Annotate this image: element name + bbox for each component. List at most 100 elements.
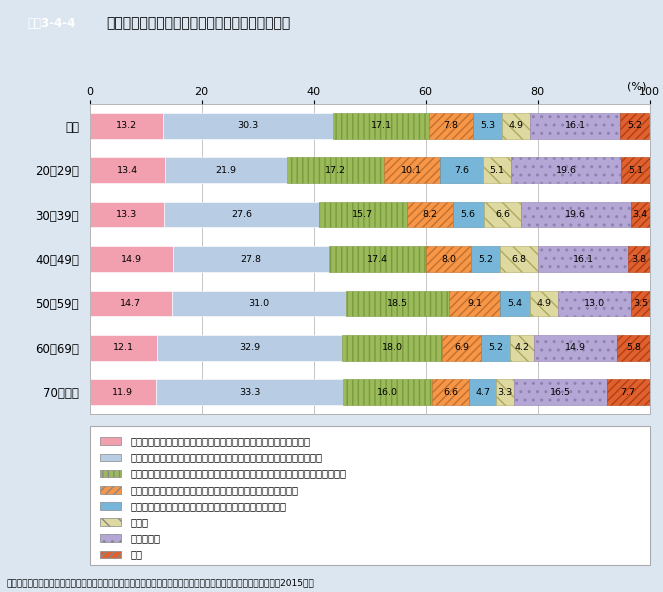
Bar — [631, 202, 650, 227]
Text: (%): (%) — [627, 82, 646, 92]
Text: 4.9: 4.9 — [536, 299, 552, 308]
Bar — [511, 335, 534, 361]
Text: 不詳: 不詳 — [131, 549, 143, 559]
Text: 今後の社会保障の負担と給付の在り方（年齢別）: 今後の社会保障の負担と給付の在り方（年齢別） — [106, 17, 290, 31]
Bar — [90, 202, 164, 227]
Text: 8.0: 8.0 — [441, 255, 456, 263]
Text: 社会保障の給付水準を引き下げ、従来どおりの負担とするべき: 社会保障の給付水準を引き下げ、従来どおりの負担とするべき — [131, 485, 299, 495]
Text: 33.3: 33.3 — [239, 388, 260, 397]
Text: 17.2: 17.2 — [325, 166, 346, 175]
Bar — [471, 246, 500, 272]
Text: 6.9: 6.9 — [454, 343, 469, 352]
FancyBboxPatch shape — [90, 426, 650, 565]
Text: 3.5: 3.5 — [633, 299, 648, 308]
Text: 4.9: 4.9 — [509, 121, 524, 130]
Text: 5.4: 5.4 — [508, 299, 523, 308]
Text: 7.6: 7.6 — [454, 166, 469, 175]
Bar — [164, 113, 333, 139]
Text: 5.3: 5.3 — [480, 121, 495, 130]
Text: 9.1: 9.1 — [467, 299, 482, 308]
Bar — [453, 202, 484, 227]
Bar — [617, 335, 650, 361]
Bar — [481, 335, 511, 361]
Text: 社会保障の給付水準を引き上げ、そのための負担増もやむを得ない: 社会保障の給付水準を引き上げ、そのための負担増もやむを得ない — [131, 436, 311, 446]
Text: 12.1: 12.1 — [113, 343, 134, 352]
Text: 5.1: 5.1 — [628, 166, 643, 175]
Text: 4.7: 4.7 — [475, 388, 490, 397]
Text: 社会保障の給付水準を維持し、少子高齢化による負担増はやむを得ない: 社会保障の給付水準を維持し、少子高齢化による負担増はやむを得ない — [131, 452, 323, 462]
Text: その他: その他 — [131, 517, 149, 527]
Text: 21.9: 21.9 — [215, 166, 237, 175]
Bar — [343, 379, 432, 405]
Text: 18.0: 18.0 — [381, 343, 402, 352]
Bar — [558, 291, 631, 316]
Bar — [90, 113, 164, 139]
Bar — [621, 157, 650, 183]
Bar — [530, 113, 620, 139]
Text: 図表3-4-4: 図表3-4-4 — [27, 17, 76, 30]
Text: 30.3: 30.3 — [238, 121, 259, 130]
Text: 6.6: 6.6 — [444, 388, 458, 397]
Text: 27.6: 27.6 — [231, 210, 252, 219]
Bar — [172, 291, 345, 316]
Bar — [90, 291, 172, 316]
Bar — [341, 335, 442, 361]
Bar — [90, 379, 156, 405]
Bar — [538, 246, 629, 272]
Text: わからない: わからない — [131, 533, 161, 543]
Bar — [429, 113, 473, 139]
Text: 5.2: 5.2 — [488, 343, 503, 352]
Text: 14.9: 14.9 — [565, 343, 586, 352]
Bar — [503, 113, 530, 139]
Text: 16.1: 16.1 — [573, 255, 594, 263]
Text: 13.2: 13.2 — [116, 121, 137, 130]
Text: 6.6: 6.6 — [495, 210, 510, 219]
Bar — [514, 379, 607, 405]
Bar — [449, 291, 500, 316]
Bar — [406, 202, 453, 227]
Text: 3.8: 3.8 — [632, 255, 646, 263]
Text: 19.6: 19.6 — [556, 166, 577, 175]
Bar — [500, 291, 530, 316]
FancyBboxPatch shape — [99, 470, 121, 478]
FancyBboxPatch shape — [99, 437, 121, 445]
Text: 社会保障の給付水準をある程度引き下げつつ、ある程度の負担増もやむを得ない: 社会保障の給付水準をある程度引き下げつつ、ある程度の負担増もやむを得ない — [131, 469, 347, 478]
Text: 15.7: 15.7 — [352, 210, 373, 219]
Text: 11.9: 11.9 — [112, 388, 133, 397]
Bar — [442, 335, 481, 361]
Text: 13.4: 13.4 — [117, 166, 138, 175]
Text: 5.1: 5.1 — [489, 166, 505, 175]
Bar — [607, 379, 650, 405]
FancyBboxPatch shape — [99, 486, 121, 494]
Text: 18.5: 18.5 — [387, 299, 408, 308]
Text: 32.9: 32.9 — [239, 343, 260, 352]
Text: 31.0: 31.0 — [248, 299, 269, 308]
Bar — [384, 157, 440, 183]
Bar — [173, 246, 329, 272]
Bar — [629, 246, 650, 272]
Bar — [164, 157, 287, 183]
Text: 4.2: 4.2 — [514, 343, 530, 352]
FancyBboxPatch shape — [99, 453, 121, 461]
Bar — [287, 157, 384, 183]
Text: 6.8: 6.8 — [512, 255, 526, 263]
Text: 7.8: 7.8 — [444, 121, 458, 130]
Bar — [473, 113, 503, 139]
Text: 8.2: 8.2 — [422, 210, 437, 219]
Text: 16.5: 16.5 — [550, 388, 571, 397]
Bar — [156, 379, 343, 405]
Text: 16.0: 16.0 — [377, 388, 398, 397]
FancyBboxPatch shape — [99, 551, 121, 558]
Bar — [496, 379, 514, 405]
Text: 19.6: 19.6 — [566, 210, 586, 219]
Bar — [90, 246, 173, 272]
Bar — [440, 157, 483, 183]
Text: 27.8: 27.8 — [241, 255, 261, 263]
Bar — [90, 335, 157, 361]
Text: 17.1: 17.1 — [371, 121, 392, 130]
Bar — [483, 157, 511, 183]
Text: 14.7: 14.7 — [120, 299, 141, 308]
Bar — [620, 113, 649, 139]
Text: 5.2: 5.2 — [627, 121, 642, 130]
Text: 10.1: 10.1 — [401, 166, 422, 175]
